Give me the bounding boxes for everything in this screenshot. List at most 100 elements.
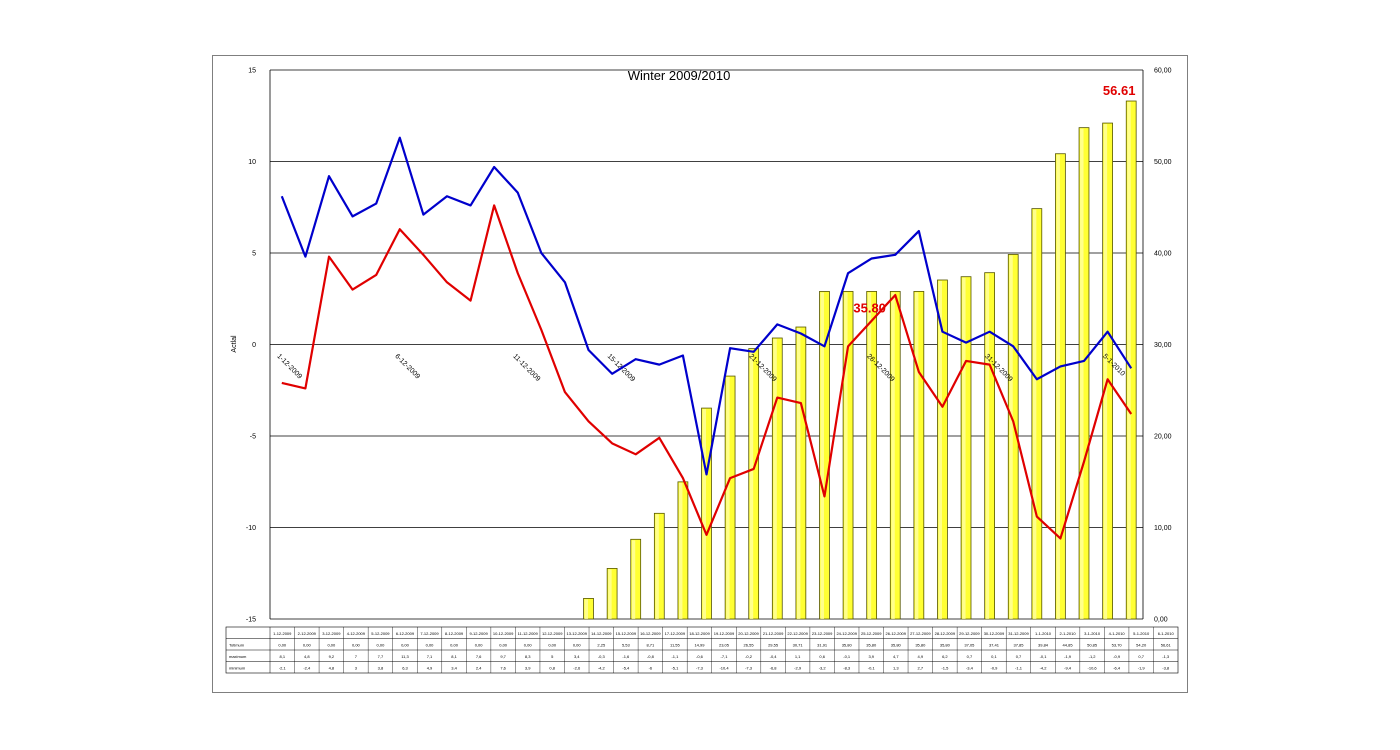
table-cell: 11,3 <box>401 654 409 659</box>
table-header-cell: 1-1-2010 <box>1035 631 1052 636</box>
bar-highlight <box>1080 128 1084 619</box>
y-left-tick-label: -5 <box>250 434 256 441</box>
bar <box>771 337 783 620</box>
table-cell: 8,1 <box>451 654 457 659</box>
y-left-tick-label: 5 <box>252 251 256 258</box>
table-cell: 35,80 <box>891 643 902 648</box>
bar <box>653 512 665 620</box>
table-cell: 3,4 <box>451 666 457 671</box>
chart-title: Winter 2009/2010 <box>628 68 731 83</box>
table-cell: 37,85 <box>1013 643 1024 648</box>
bar <box>795 326 807 620</box>
table-cell: 8,1 <box>279 654 285 659</box>
table-cell: 0,00 <box>377 643 386 648</box>
maximum-line <box>280 136 1133 476</box>
table-cell: 7,6 <box>476 654 482 659</box>
table-cell: 0,00 <box>548 643 557 648</box>
table-header-cell: 13-12-2009 <box>567 631 588 636</box>
table-cell: -6 <box>649 666 653 671</box>
table-header-cell: 8-12-2009 <box>445 631 464 636</box>
bar-highlight <box>1009 255 1013 620</box>
table-cell: 0,00 <box>524 643 533 648</box>
bar <box>630 538 642 620</box>
bar-highlight <box>702 409 707 619</box>
bar <box>913 291 925 620</box>
minimum-line <box>281 204 1133 540</box>
table-header-cell: 30-12-2009 <box>984 631 1005 636</box>
table-header-cell: 23-12-2009 <box>812 631 833 636</box>
table-cell: -0,9 <box>990 666 998 671</box>
bar-highlight <box>1032 209 1037 619</box>
table-cell: 35,80 <box>940 643 951 648</box>
table-cell: -0,3 <box>598 654 606 659</box>
y-left-tick-label: 10 <box>248 159 256 166</box>
bar-highlight <box>1127 102 1131 620</box>
bar <box>1031 208 1043 620</box>
table-header-cell: 18-12-2009 <box>689 631 710 636</box>
table-cell: -0,1 <box>843 654 851 659</box>
y-left-tick-label: -10 <box>246 525 256 532</box>
table-header-cell: 17-12-2009 <box>665 631 686 636</box>
table-cell: 14,99 <box>694 643 705 648</box>
table-cell: 4,9 <box>427 666 433 671</box>
table-cell: -0,8 <box>647 654 655 659</box>
table-header-cell: 6-1-2010 <box>1158 631 1175 636</box>
annotation-label: 35.80 <box>853 301 886 316</box>
y-right-tick-label: 60,00 <box>1154 68 1172 75</box>
annotation-label: 56.61 <box>1103 83 1136 98</box>
table-cell: 0,7 <box>1016 654 1022 659</box>
table-header-cell: 2-1-2010 <box>1060 631 1077 636</box>
bar <box>1055 153 1066 620</box>
table-cell: 0,00 <box>278 643 287 648</box>
table-cell: 4,8 <box>304 654 310 659</box>
table-cell: 35,80 <box>915 643 926 648</box>
table-cell: 4,7 <box>893 654 899 659</box>
bar-highlight <box>1103 124 1108 619</box>
table-cell: 0,6 <box>819 654 825 659</box>
table-header-cell: 26-12-2009 <box>886 631 907 636</box>
table-header-cell: 15-12-2009 <box>616 631 637 636</box>
bar <box>1078 127 1090 620</box>
bar-highlight <box>678 482 683 619</box>
table-cell: 0,00 <box>573 643 582 648</box>
table-cell: 9,2 <box>329 654 335 659</box>
bar <box>984 272 995 620</box>
y-right-tick-label: 50,00 <box>1154 159 1172 166</box>
bar <box>889 291 901 620</box>
y-right-tick-label: 40,00 <box>1154 251 1172 258</box>
table-header-cell: 9-12-2009 <box>469 631 488 636</box>
table-cell: 0,00 <box>303 643 312 648</box>
table-header-cell: 29-12-2009 <box>959 631 980 636</box>
table-header-cell: 4-12-2009 <box>347 631 366 636</box>
table-cell: 29,55 <box>768 643 779 648</box>
table-cell: -7,3 <box>745 666 753 671</box>
table-cell: -4,2 <box>1040 666 1048 671</box>
table-cell: 5 <box>551 654 554 659</box>
table-cell: -0,1 <box>868 666 876 671</box>
table-header-cell: 31-12-2009 <box>1008 631 1029 636</box>
y-left-tick-label: 15 <box>248 68 256 75</box>
table-cell: -1,9 <box>1064 654 1072 659</box>
table-cell: -6,8 <box>770 666 778 671</box>
table-cell: 0,00 <box>352 643 361 648</box>
table-cell: -1,6 <box>622 654 630 659</box>
bar-highlight <box>820 292 824 619</box>
table-header-cell: 7-12-2009 <box>420 631 439 636</box>
table-cell: -5,4 <box>622 666 630 671</box>
table-cell: 0,00 <box>475 643 484 648</box>
table-header-cell: 2-12-2009 <box>298 631 317 636</box>
table-cell: 3 <box>355 666 358 671</box>
table-header-cell: 6-12-2009 <box>396 631 415 636</box>
bar-highlight <box>726 377 730 619</box>
table-cell: -9,4 <box>1064 666 1072 671</box>
table-header-cell: 22-12-2009 <box>787 631 808 636</box>
date-label: 1-12-2009 <box>275 353 303 381</box>
bar-highlight <box>938 280 942 619</box>
table-cell: -0,9 <box>1113 654 1121 659</box>
table-cell: 37,05 <box>964 643 975 648</box>
table-cell: -2,9 <box>794 666 802 671</box>
table-row-label: minimum <box>229 666 246 671</box>
y-left-tick-label: -15 <box>246 617 256 624</box>
table-cell: 7,6 <box>500 666 506 671</box>
table-header-cell: 5-12-2009 <box>371 631 390 636</box>
